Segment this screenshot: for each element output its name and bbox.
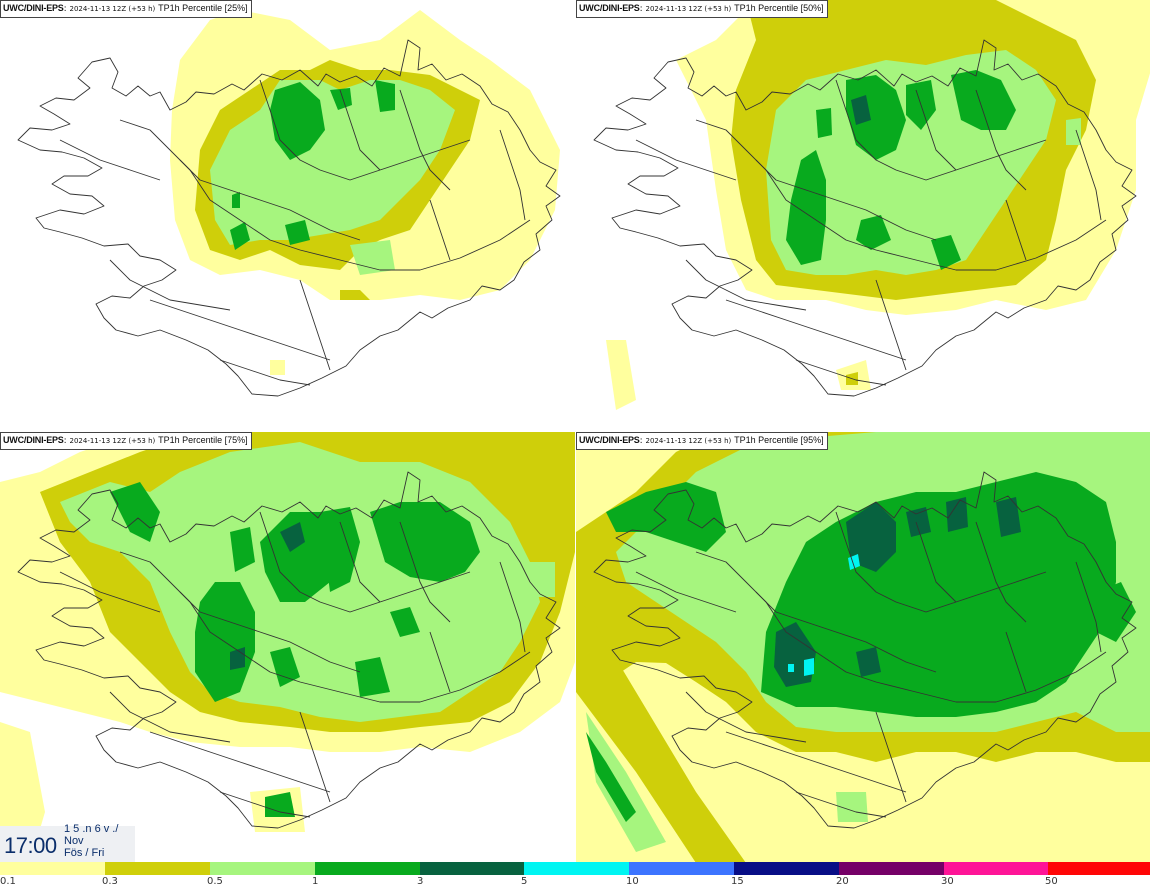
legend-swatch — [315, 862, 420, 875]
panel-title: UWC/DINI-EPS: 2024-11-13 12Z (+53 h) TP1… — [576, 0, 828, 18]
legend-swatch — [210, 862, 315, 875]
legend-label: 0.1 — [0, 876, 16, 887]
precip-map-75 — [0, 432, 575, 863]
precip-map-50 — [593, 0, 1150, 410]
legend-swatch — [1048, 862, 1150, 875]
legend-label: 0.5 — [207, 876, 223, 887]
run-time: 2024-11-13 12Z (+53 h) — [645, 5, 732, 13]
valid-time-clock: 17:00 — [4, 833, 57, 858]
valid-time-date: 1 5 .n 6 v ./ Nov Fös / Fri — [64, 823, 118, 859]
map-panel-95: UWC/DINI-EPS: 2024-11-13 12Z (+53 h) TP1… — [576, 432, 1150, 863]
variable-label: TP1h Percentile [25%] — [158, 3, 248, 13]
panel-title: UWC/DINI-EPS: 2024-11-13 12Z (+53 h) TP1… — [576, 432, 828, 450]
precip-fill — [0, 432, 575, 863]
legend-label: 3 — [417, 876, 424, 887]
legend-label: 1 — [312, 876, 319, 887]
variable-label: TP1h Percentile [75%] — [158, 435, 248, 445]
panel-title: UWC/DINI-EPS: 2024-11-13 12Z (+53 h) TP1… — [0, 0, 252, 18]
legend-swatch — [944, 862, 1048, 875]
legend-label: 0.3 — [102, 876, 118, 887]
run-time: 2024-11-13 12Z (+53 h) — [645, 437, 732, 445]
valid-time-box: 17:00 1 5 .n 6 v ./ Nov Fös / Fri — [0, 823, 135, 862]
legend-label: 50 — [1045, 876, 1058, 887]
model-source: UWC/DINI-EPS — [579, 435, 640, 445]
precip-map-95 — [576, 432, 1150, 863]
legend-swatch — [524, 862, 629, 875]
map-panel-50: UWC/DINI-EPS: 2024-11-13 12Z (+53 h) TP1… — [576, 0, 1150, 431]
legend-swatch — [734, 862, 839, 875]
precip-fill — [170, 10, 560, 375]
run-time: 2024-11-13 12Z (+53 h) — [69, 437, 156, 445]
valid-time-month: Nov — [64, 835, 84, 847]
map-panel-75: UWC/DINI-EPS: 2024-11-13 12Z (+53 h) TP1… — [0, 432, 575, 863]
variable-label: TP1h Percentile [95%] — [734, 435, 824, 445]
valid-time-day: 1 5 .n 6 v ./ — [64, 823, 119, 835]
precip-fill — [606, 0, 1150, 410]
legend-swatch — [839, 862, 944, 875]
legend-swatch — [629, 862, 734, 875]
legend-swatch — [420, 862, 524, 875]
model-source: UWC/DINI-EPS — [3, 435, 64, 445]
legend-label: 20 — [836, 876, 849, 887]
legend-swatch — [0, 862, 105, 875]
model-source: UWC/DINI-EPS — [3, 3, 64, 13]
legend-label: 15 — [731, 876, 744, 887]
variable-label: TP1h Percentile [50%] — [734, 3, 824, 13]
legend-labels: 0.1 0.3 0.5 1 3 5 10 15 20 30 50 — [0, 876, 1150, 891]
model-source: UWC/DINI-EPS — [579, 3, 640, 13]
legend-swatch — [105, 862, 210, 875]
legend-label: 30 — [941, 876, 954, 887]
run-time: 2024-11-13 12Z (+53 h) — [69, 5, 156, 13]
panel-divider — [575, 0, 576, 862]
precip-fill — [576, 432, 1150, 863]
map-panel-25: UWC/DINI-EPS: 2024-11-13 12Z (+53 h) TP1… — [0, 0, 575, 431]
valid-time-weekday: Fös / Fri — [64, 847, 105, 859]
legend-label: 5 — [521, 876, 528, 887]
panel-title: UWC/DINI-EPS: 2024-11-13 12Z (+53 h) TP1… — [0, 432, 252, 450]
color-legend: 0.1 0.3 0.5 1 3 5 10 15 20 30 50 — [0, 862, 1150, 891]
legend-label: 10 — [626, 876, 639, 887]
precip-map-25 — [17, 10, 561, 397]
legend-color-bar — [0, 862, 1150, 875]
